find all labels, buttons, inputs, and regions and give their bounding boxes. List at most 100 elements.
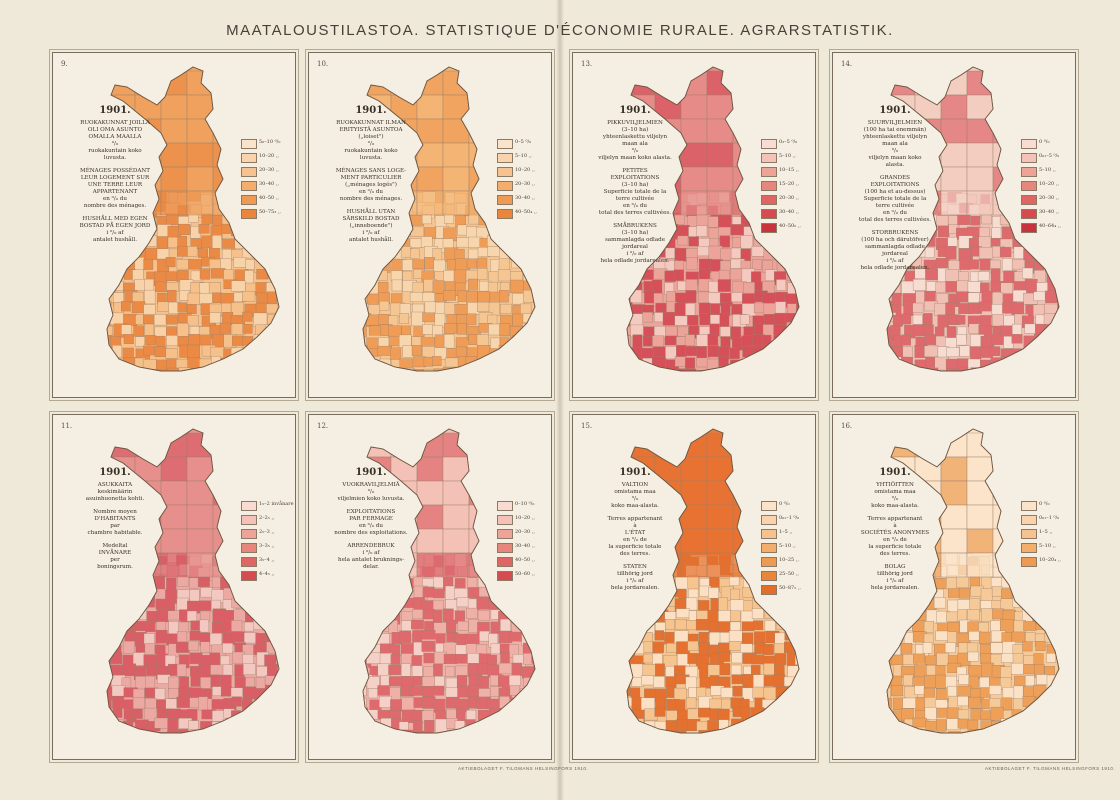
- municipality-cell: [891, 281, 901, 294]
- legend-label: 10–20 ,,: [515, 167, 535, 173]
- municipality-cell: [520, 698, 533, 709]
- municipality-cell: [673, 687, 687, 700]
- municipality-cell: [256, 742, 266, 754]
- municipality-cell: [112, 369, 124, 371]
- municipality-cell: [946, 611, 959, 622]
- municipality-cell: [522, 666, 535, 679]
- municipality-cell: [379, 249, 390, 260]
- district-cell: [212, 94, 240, 120]
- municipality-cell: [144, 335, 156, 345]
- district-cell: [212, 480, 240, 506]
- municipality-cell: [278, 677, 279, 692]
- municipality-cell: [467, 368, 478, 371]
- municipality-cell: [365, 631, 380, 642]
- municipality-cell: [234, 664, 245, 678]
- municipality-cell: [136, 741, 147, 754]
- municipality-cell: [774, 729, 785, 733]
- municipality-cell: [652, 641, 664, 653]
- legend-entry: 10–20₄ ,,: [1021, 555, 1075, 569]
- municipality-cell: [1011, 357, 1023, 368]
- legend-entry: 5–10 ,,: [761, 541, 815, 555]
- legend-label: 20–30 ,,: [515, 529, 535, 535]
- municipality-cell: [276, 621, 279, 632]
- municipality-cell: [242, 721, 255, 733]
- district-cell: [1018, 456, 1046, 482]
- municipality-cell: [444, 213, 454, 224]
- municipality-cell: [253, 334, 264, 349]
- municipality-cell: [176, 696, 191, 708]
- district-cell: [732, 480, 760, 506]
- district-cell: [706, 456, 734, 482]
- map-number: 10.: [317, 60, 329, 68]
- municipality-cell: [663, 379, 672, 391]
- municipality-cell: [107, 279, 111, 292]
- municipality-cell: [264, 257, 275, 270]
- municipality-cell: [363, 720, 368, 733]
- municipality-cell: [421, 730, 434, 733]
- municipality-cell: [533, 268, 535, 281]
- municipality-cell: [121, 368, 132, 371]
- municipality-cell: [763, 644, 774, 655]
- municipality-cell: [124, 249, 139, 261]
- municipality-cell: [177, 379, 190, 391]
- district-cell: [186, 190, 214, 216]
- district-cell: [966, 142, 994, 168]
- municipality-cell: [123, 640, 135, 654]
- municipality-cell: [1012, 719, 1027, 730]
- municipality-cell: [477, 268, 488, 280]
- municipality-cell: [156, 621, 166, 632]
- municipality-cell: [641, 370, 655, 371]
- municipality-cell: [729, 379, 740, 390]
- municipality-cell: [531, 282, 535, 297]
- legend-label: 20–30 ,,: [515, 181, 535, 187]
- municipality-cell: [423, 368, 437, 371]
- municipality-cell: [499, 290, 509, 303]
- municipality-cell: [797, 326, 799, 339]
- municipality-cell: [277, 663, 279, 677]
- district-cell: [966, 456, 994, 482]
- municipality-cell: [1023, 348, 1033, 358]
- municipality-cell: [221, 223, 231, 234]
- municipality-cell: [487, 246, 501, 257]
- municipality-cell: [523, 270, 535, 281]
- municipality-cell: [125, 381, 137, 393]
- municipality-cell: [222, 379, 232, 391]
- municipality-cell: [435, 381, 446, 394]
- municipality-cell: [913, 664, 929, 677]
- municipality-cell: [686, 257, 698, 271]
- municipality-cell: [891, 685, 904, 697]
- municipality-cell: [627, 600, 632, 612]
- municipality-cell: [256, 709, 270, 721]
- municipality-cell: [629, 619, 644, 630]
- municipality-cell: [1035, 742, 1049, 753]
- district-cell: [966, 118, 994, 144]
- municipality-cell: [1044, 237, 1059, 251]
- municipality-cell: [1044, 348, 1059, 363]
- municipality-cell: [479, 630, 490, 642]
- municipality-cell: [719, 235, 730, 248]
- municipality-cell: [510, 370, 523, 371]
- municipality-cell: [687, 740, 700, 753]
- legend-swatch: [761, 501, 777, 511]
- municipality-cell: [157, 301, 170, 312]
- municipality-cell: [751, 608, 764, 619]
- municipality-cell: [110, 652, 123, 664]
- district-cell: [238, 456, 266, 482]
- district-cell: [186, 504, 214, 530]
- municipality-cell: [675, 741, 687, 753]
- municipality-cell: [367, 270, 378, 284]
- legend-swatch: [497, 543, 513, 553]
- district-cell: [212, 432, 240, 458]
- municipality-cell: [775, 237, 787, 249]
- municipality-cell: [697, 380, 707, 392]
- municipality-cell: [677, 235, 689, 246]
- district-cell: [160, 166, 188, 192]
- municipality-cell: [796, 743, 806, 756]
- municipality-cell: [144, 289, 156, 305]
- district-cell: [1018, 70, 1046, 96]
- municipality-cell: [499, 336, 510, 350]
- municipality-cell: [708, 245, 723, 260]
- district-cell: [940, 190, 968, 216]
- legend-label: 10–20 ,,: [515, 515, 535, 521]
